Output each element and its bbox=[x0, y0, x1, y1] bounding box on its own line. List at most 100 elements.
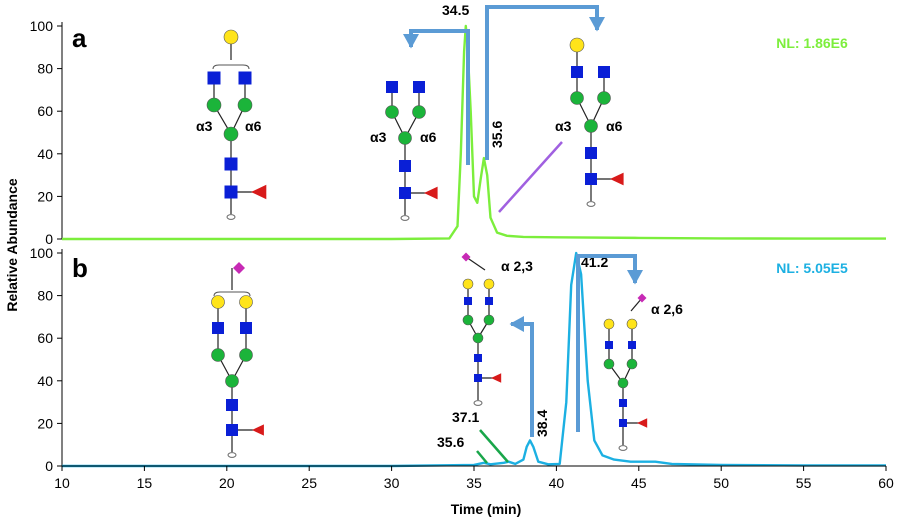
panel-b: b NL: 5.05E5 bbox=[72, 253, 848, 283]
y-tick-label: 20 bbox=[37, 415, 53, 431]
glcnac-square-icon bbox=[628, 341, 636, 349]
glcnac-square-icon bbox=[238, 71, 252, 85]
glcnac-square-icon bbox=[619, 399, 627, 407]
x-tick-label: 35 bbox=[466, 475, 482, 491]
x-axis-title: Time (min) bbox=[451, 501, 522, 517]
sialic-acid-diamond-icon bbox=[461, 252, 471, 262]
elution-arrow bbox=[511, 322, 534, 437]
glcnac-square-icon bbox=[226, 399, 238, 411]
mannose-circle-icon bbox=[225, 374, 239, 388]
mannose-circle-icon bbox=[597, 91, 611, 105]
panel-b-letter: b bbox=[72, 253, 88, 283]
fucose-triangle-icon bbox=[251, 184, 267, 200]
glcnac-square-icon bbox=[240, 322, 252, 334]
glcnac-square-icon bbox=[207, 71, 221, 85]
mannose-circle-icon bbox=[412, 105, 426, 119]
series-line bbox=[62, 24, 886, 241]
mannose-circle-icon bbox=[483, 314, 495, 326]
linkage-label: α 2,3 bbox=[501, 258, 533, 274]
linkage-label: α6 bbox=[420, 129, 437, 145]
mannose-circle-icon bbox=[239, 348, 253, 362]
mannose-circle-icon bbox=[398, 131, 412, 145]
fucose-triangle-icon bbox=[637, 418, 648, 428]
glycan-brace bbox=[213, 291, 251, 297]
x-tick-label: 25 bbox=[301, 475, 317, 491]
series-line bbox=[62, 251, 886, 468]
glcnac-square-icon bbox=[386, 81, 398, 93]
galactose-circle-icon bbox=[483, 278, 495, 290]
elution-arrow-head bbox=[509, 316, 524, 332]
glcnac-square-icon bbox=[474, 354, 482, 362]
reducing-end-icon bbox=[618, 445, 628, 451]
glcnac-square-icon bbox=[619, 419, 627, 427]
x-tick-label: 60 bbox=[878, 475, 894, 491]
reducing-end-icon bbox=[400, 215, 410, 221]
mannose-circle-icon bbox=[570, 91, 584, 105]
y-tick-label: 80 bbox=[37, 288, 53, 304]
glcnac-square-icon bbox=[399, 187, 411, 199]
elution-arrow-head bbox=[589, 17, 605, 32]
mannose-circle-icon bbox=[211, 348, 225, 362]
glcnac-square-icon bbox=[571, 66, 583, 78]
glycan-brace bbox=[212, 64, 250, 70]
fucose-triangle-icon bbox=[252, 424, 264, 436]
mannose-circle-icon bbox=[385, 105, 399, 119]
glycan-bond bbox=[465, 256, 486, 271]
galactose-circle-icon bbox=[462, 278, 474, 290]
peak-label: 35.6 bbox=[437, 434, 464, 450]
sialic-acid-diamond-icon bbox=[233, 262, 245, 274]
y-tick-label: 80 bbox=[37, 61, 53, 77]
galactose-circle-icon bbox=[569, 37, 585, 53]
sialic-acid-diamond-icon bbox=[637, 293, 647, 303]
fucose-triangle-icon bbox=[610, 172, 624, 186]
linkage-label: α3 bbox=[555, 118, 572, 134]
x-tick-label: 40 bbox=[549, 475, 565, 491]
y-axis-title: Relative Abundance bbox=[4, 178, 20, 312]
galactose-circle-icon bbox=[211, 295, 225, 309]
glcnac-square-icon bbox=[224, 157, 238, 171]
y-tick-label: 20 bbox=[37, 188, 53, 204]
peak-label: 38.4 bbox=[534, 410, 550, 437]
y-tick-label: 40 bbox=[37, 373, 53, 389]
y-tick-label: 100 bbox=[30, 245, 54, 261]
y-tick-label: 100 bbox=[30, 18, 54, 34]
glycan-structures bbox=[206, 29, 648, 458]
galactose-circle-icon bbox=[239, 295, 253, 309]
glcnac-square-icon bbox=[464, 297, 472, 305]
y-tick-label: 0 bbox=[45, 458, 53, 474]
elution-arrow-head bbox=[403, 34, 419, 49]
panel-b-nl-label: NL: 5.05E5 bbox=[776, 260, 848, 276]
y-tick-label: 60 bbox=[37, 330, 53, 346]
annotation-line bbox=[476, 450, 488, 464]
x-tick-label: 50 bbox=[713, 475, 729, 491]
reducing-end-icon bbox=[473, 400, 483, 406]
peak-label: 34.5 bbox=[442, 2, 469, 18]
glcnac-square-icon bbox=[485, 297, 493, 305]
linkage-label: α6 bbox=[245, 118, 262, 134]
glcnac-square-icon bbox=[585, 147, 597, 159]
y-tick-label: 40 bbox=[37, 146, 53, 162]
glcnac-square-icon bbox=[224, 185, 238, 199]
reducing-end-icon bbox=[226, 214, 236, 220]
x-tick-label: 30 bbox=[384, 475, 400, 491]
peak-label: 37.1 bbox=[452, 409, 479, 425]
x-tick-label: 55 bbox=[796, 475, 812, 491]
mannose-circle-icon bbox=[237, 97, 253, 113]
x-tick-label: 15 bbox=[137, 475, 153, 491]
panel-a: a NL: 1.86E6 bbox=[72, 23, 848, 53]
mannose-circle-icon bbox=[626, 358, 638, 370]
mannose-circle-icon bbox=[584, 119, 598, 133]
mannose-circle-icon bbox=[462, 314, 474, 326]
panel-a-letter: a bbox=[72, 23, 87, 53]
glcnac-square-icon bbox=[413, 81, 425, 93]
glcnac-square-icon bbox=[226, 424, 238, 436]
peak-label: 35.6 bbox=[489, 121, 505, 148]
glcnac-square-icon bbox=[212, 322, 224, 334]
mannose-circle-icon bbox=[206, 97, 222, 113]
elution-arrow bbox=[576, 254, 637, 432]
linkage-label: α3 bbox=[196, 118, 213, 134]
mannose-circle-icon bbox=[472, 332, 484, 344]
galactose-circle-icon bbox=[223, 29, 239, 45]
elution-arrow-head bbox=[627, 270, 643, 285]
